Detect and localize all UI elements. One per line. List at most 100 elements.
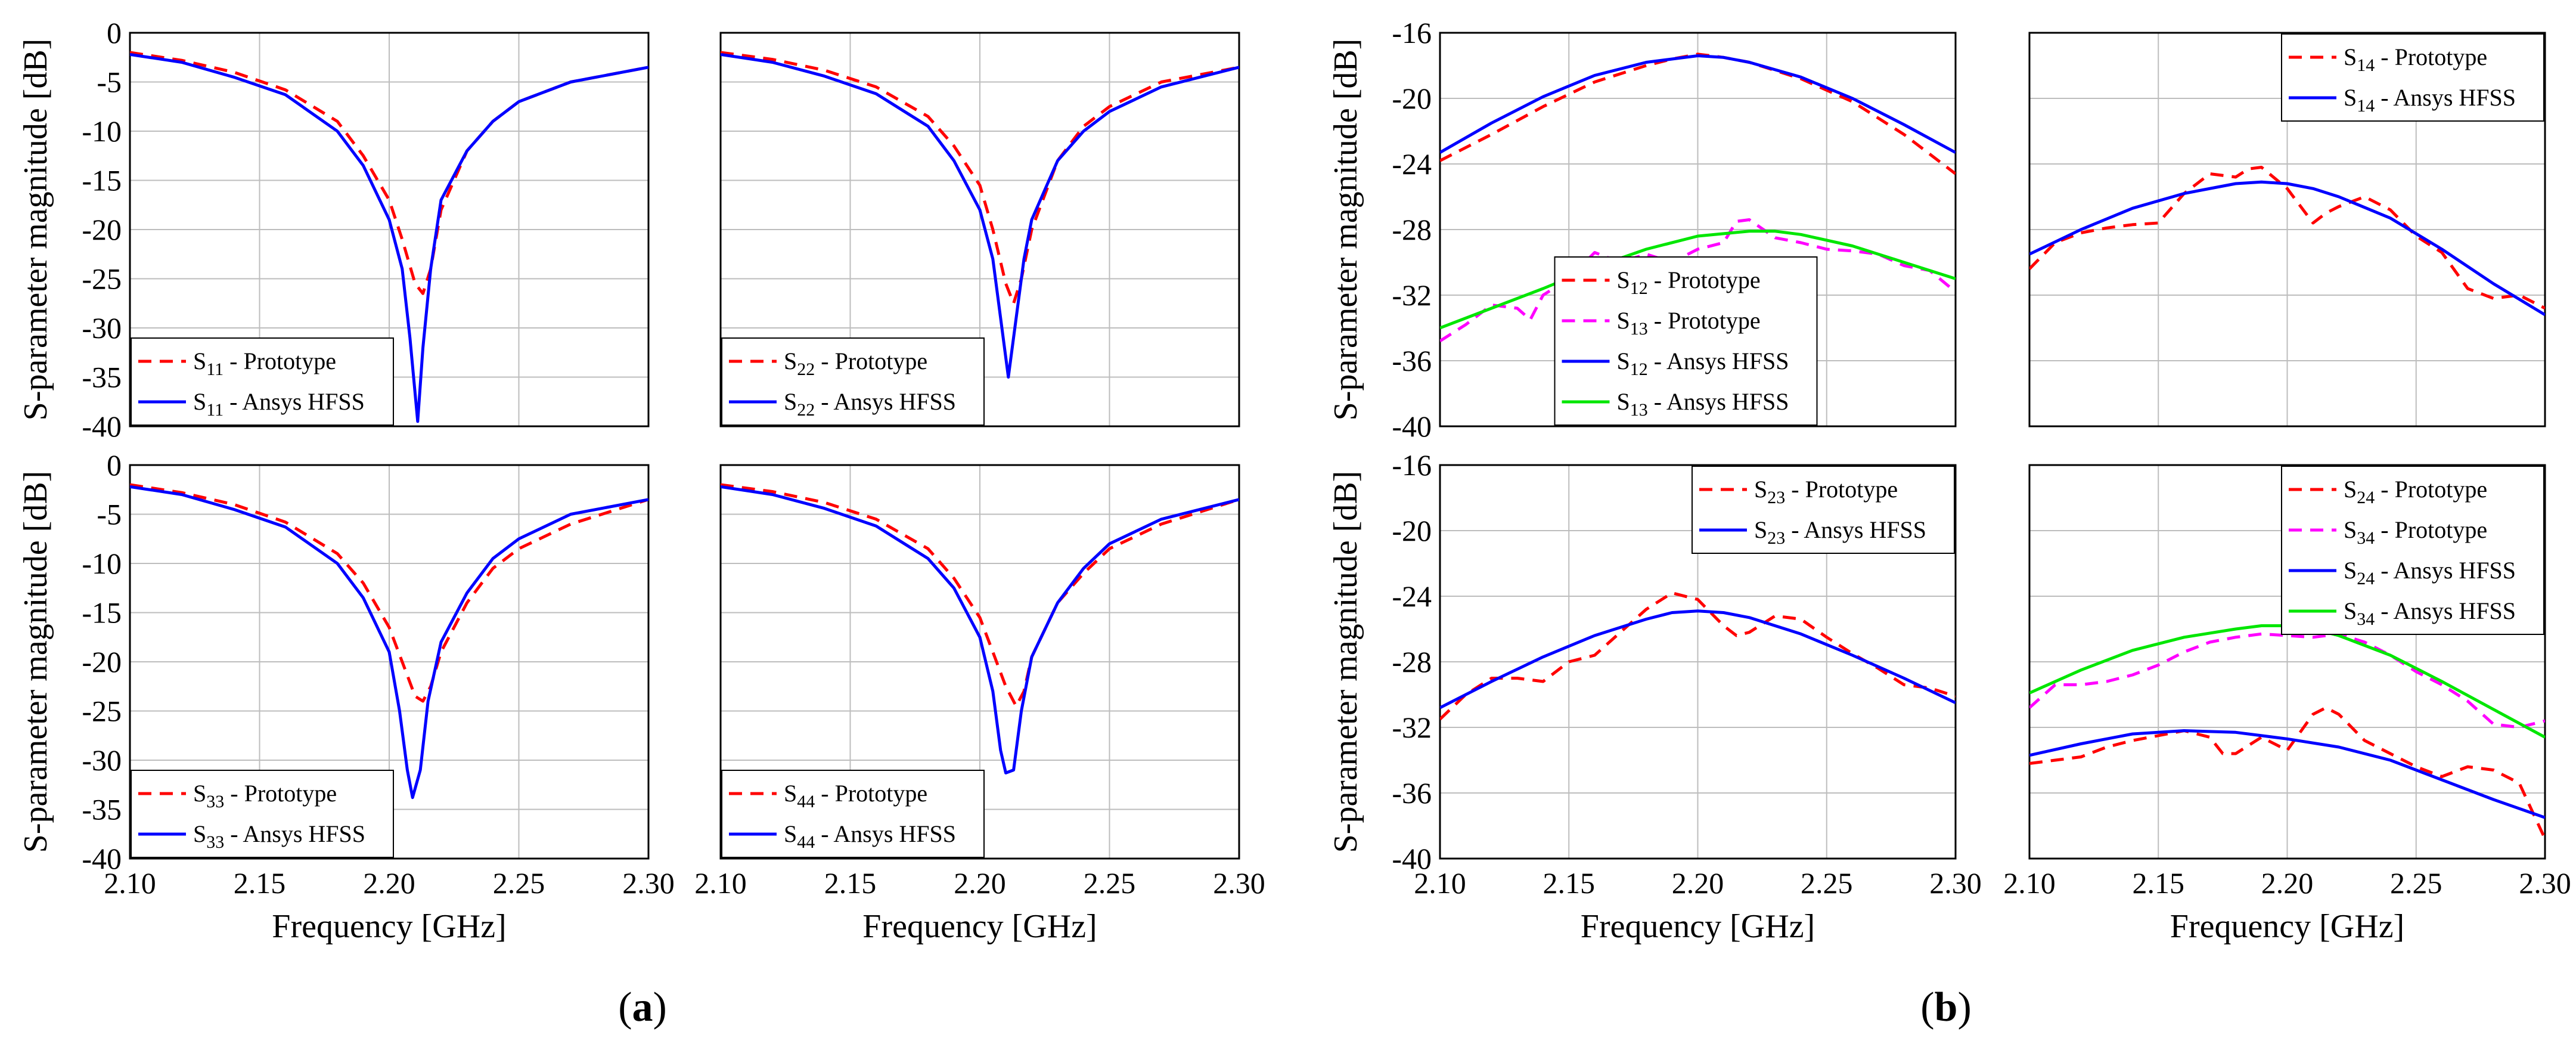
legend-suffix: - Ansys HFSS xyxy=(2375,597,2516,624)
legend-base: S xyxy=(1617,348,1630,374)
y-tick-label: -40 xyxy=(1392,410,1432,443)
series-line-s12-hfss xyxy=(1440,54,1956,154)
legend-suffix: - Prototype xyxy=(1648,267,1761,293)
y-tick-label: -40 xyxy=(82,842,122,875)
charts-layer: 0 -5 -10 -15 -20 -25 -30 -35 -40 S-parameter magn… xyxy=(17,16,2571,945)
legend-entry: S44 - Ansys HFSS xyxy=(784,820,956,852)
legend-entry: S24 - Prototype xyxy=(2344,476,2487,507)
legend-base: S xyxy=(1617,388,1630,415)
legend-box xyxy=(2281,33,2544,122)
y-axis-label: S-parameter magnitude [dB] xyxy=(17,39,54,421)
legend-subscript: 34 xyxy=(2357,609,2375,629)
legend-suffix: - Prototype xyxy=(815,348,927,374)
chart-a-top-left: 0 -5 -10 -15 -20 -25 -30 -35 -40 S-parameter magn… xyxy=(17,16,650,443)
series-line-s24-prototype xyxy=(2029,706,2545,840)
x-tick-label: 2.15 xyxy=(1543,866,1596,900)
legend-entry: S13 - Ansys HFSS xyxy=(1617,388,1789,420)
x-tick-label: 2.20 xyxy=(1672,866,1724,900)
x-axis-label: Frequency [GHz] xyxy=(1581,908,1815,945)
legend-suffix: - Ansys HFSS xyxy=(1648,388,1789,415)
legend-entry: S23 - Ansys HFSS xyxy=(1754,516,1926,548)
x-tick-label: 2.10 xyxy=(104,866,156,900)
legend-base: S xyxy=(2344,557,2357,584)
legend-entry: S34 - Ansys HFSS xyxy=(2344,597,2516,629)
y-tick-label: -20 xyxy=(1392,82,1432,115)
legend-box xyxy=(721,337,985,426)
legend-suffix: - Prototype xyxy=(2375,476,2487,503)
legend: S22 - Prototype S22 - Ansys HFSS xyxy=(721,337,985,426)
series-line-s13-prototype xyxy=(1440,218,1956,343)
y-tick-label: -25 xyxy=(82,695,122,728)
legend-base: S xyxy=(1617,307,1630,334)
y-tick-label: -16 xyxy=(1392,16,1432,49)
legend-base: S xyxy=(193,388,206,415)
legend-subscript: 14 xyxy=(2357,96,2375,116)
legend-entry: S34 - Prototype xyxy=(2344,516,2487,548)
y-tick-label: -5 xyxy=(97,66,122,99)
series-line-s44-hfss xyxy=(721,485,1239,774)
legend-box xyxy=(131,770,394,858)
y-tick-label: -25 xyxy=(82,262,122,296)
legend-subscript: 24 xyxy=(2357,488,2375,507)
legend-entry: S12 - Ansys HFSS xyxy=(1617,348,1789,379)
y-tick-label: -15 xyxy=(82,164,122,197)
legend-base: S xyxy=(2344,597,2357,624)
legend-base: S xyxy=(193,348,206,374)
y-tick-label: -30 xyxy=(82,311,122,345)
legend-subscript: 13 xyxy=(1630,400,1648,420)
legend-subscript: 11 xyxy=(206,360,224,379)
plot-frame xyxy=(1439,32,1957,427)
series-line-s14-hfss xyxy=(2029,180,2545,317)
legend-box xyxy=(1554,256,1818,426)
y-axis-label: S-parameter magnitude [dB] xyxy=(1327,471,1364,853)
x-axis-label: Frequency [GHz] xyxy=(272,908,506,945)
legend-entry: S22 - Ansys HFSS xyxy=(784,388,956,420)
y-tick-label: -24 xyxy=(1392,580,1432,613)
x-tick-label: 2.25 xyxy=(1801,866,1853,900)
chart-a-bottom-left: 0 -5 -10 -15 -20 -25 -30 -35 -402.10 2.15 2.20 2.25… xyxy=(17,448,675,945)
legend-suffix: - Prototype xyxy=(224,780,337,807)
y-tick-label: -30 xyxy=(82,743,122,777)
y-tick-label: 0 xyxy=(107,16,122,49)
legend-subscript: 23 xyxy=(1767,488,1785,507)
y-axis-label: S-parameter magnitude [dB] xyxy=(17,471,54,853)
series-line-s14-prototype xyxy=(2029,166,2545,310)
y-tick-label: -20 xyxy=(1392,514,1432,547)
x-tick-label: 2.25 xyxy=(1084,866,1136,900)
legend-entry: S11 - Prototype xyxy=(193,348,336,379)
legend-entry: S23 - Prototype xyxy=(1754,476,1898,507)
series-line-s12-prototype xyxy=(1440,52,1956,175)
legend-suffix: - Ansys HFSS xyxy=(815,820,956,847)
legend-subscript: 24 xyxy=(2357,569,2375,588)
y-tick-label: -20 xyxy=(82,645,122,678)
legend-entry: S11 - Ansys HFSS xyxy=(193,388,365,420)
chart-a-top-right: S22 - Prototype S22 - Ansys HFSS xyxy=(719,32,1240,427)
plot-frame xyxy=(129,464,650,860)
legend-suffix: - Ansys HFSS xyxy=(1648,348,1789,374)
y-tick-label: 0 xyxy=(107,448,122,482)
legend-suffix: - Ansys HFSS xyxy=(2375,84,2516,111)
legend-base: S xyxy=(784,780,797,807)
legend-entry: S22 - Prototype xyxy=(784,348,927,379)
series-line-s44-prototype xyxy=(721,483,1239,708)
x-tick-label: 2.15 xyxy=(824,866,877,900)
x-tick-label: 2.20 xyxy=(363,866,415,900)
legend-entry: S13 - Prototype xyxy=(1617,307,1761,339)
plot-frame xyxy=(719,464,1240,860)
legend-subscript: 13 xyxy=(1630,319,1648,339)
legend-subscript: 33 xyxy=(206,792,224,811)
legend-suffix: - Prototype xyxy=(224,348,336,374)
legend-base: S xyxy=(193,780,206,807)
y-tick-label: -32 xyxy=(1392,711,1432,744)
legend: S11 - Prototype S11 - Ansys HFSS xyxy=(131,337,394,426)
y-tick-label: -36 xyxy=(1392,344,1432,377)
legend-base: S xyxy=(2344,84,2357,111)
plot-frame xyxy=(719,32,1240,427)
plot-frame xyxy=(2028,32,2546,427)
y-tick-label: -10 xyxy=(82,547,122,580)
legend-box xyxy=(2281,466,2544,635)
